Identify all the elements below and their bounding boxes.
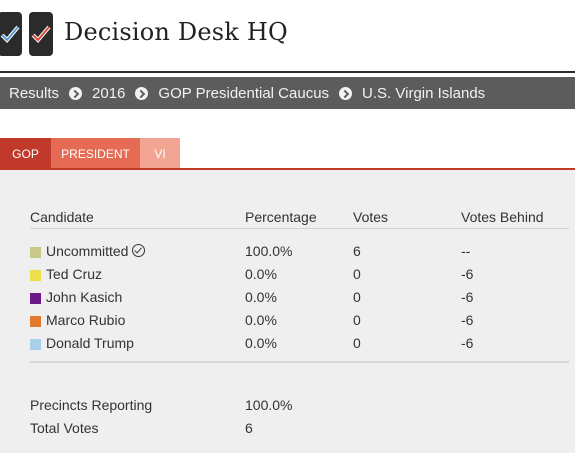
total-votes-label: Total Votes (30, 420, 99, 436)
tab-vi[interactable]: VI (140, 138, 180, 169)
candidate-name: Donald Trump (46, 335, 134, 351)
breadcrumb-race[interactable]: GOP Presidential Caucus (158, 84, 330, 102)
total-votes-value: 6 (245, 420, 253, 436)
candidate-votes: 0 (353, 266, 361, 282)
candidate-percentage: 0.0% (245, 289, 277, 305)
table-row: Donald Trump 0.0% 0 -6 (0, 335, 575, 355)
column-header-votes-behind: Votes Behind (461, 209, 544, 225)
candidate-name: Marco Rubio (46, 312, 126, 328)
candidate-name: Ted Cruz (46, 266, 103, 282)
tab-gop[interactable]: GOP (0, 138, 51, 169)
site-logo[interactable] (0, 12, 56, 56)
candidate-color-swatch (30, 339, 41, 350)
candidate-votes-behind: -6 (461, 312, 474, 328)
tab-underline (0, 168, 575, 170)
checkmark-blue-icon (0, 12, 22, 56)
site-header: Decision Desk HQ (0, 0, 575, 70)
total-votes-row: Total Votes 6 (0, 420, 575, 440)
candidate-color-swatch (30, 293, 41, 304)
candidate-votes-behind: -6 (461, 335, 474, 351)
candidate-color-swatch (30, 270, 41, 281)
candidate-votes: 0 (353, 335, 361, 351)
table-row: Uncommitted 100.0% 6 -- (0, 243, 575, 263)
candidate-name: Uncommitted (46, 243, 129, 259)
race-tabs: GOP PRESIDENT VI (0, 138, 180, 169)
candidate-votes: 0 (353, 312, 361, 328)
header-divider (30, 228, 569, 229)
candidate-name: John Kasich (46, 289, 123, 305)
results-panel: Candidate Percentage Votes Votes Behind … (0, 170, 575, 453)
checkmark-red-icon (29, 12, 53, 56)
table-row: Ted Cruz 0.0% 0 -6 (0, 266, 575, 286)
candidate-percentage: 0.0% (245, 312, 277, 328)
precincts-reporting-row: Precincts Reporting 100.0% (0, 397, 575, 417)
candidate-votes-behind: -- (461, 243, 471, 259)
candidate-percentage: 0.0% (245, 335, 277, 351)
tab-president[interactable]: PRESIDENT (51, 138, 140, 169)
table-row: John Kasich 0.0% 0 -6 (0, 289, 575, 309)
site-title[interactable]: Decision Desk HQ (64, 18, 288, 46)
header-divider (0, 71, 575, 73)
candidate-color-swatch (30, 316, 41, 327)
precincts-reporting-label: Precincts Reporting (30, 397, 153, 413)
table-row: Marco Rubio 0.0% 0 -6 (0, 312, 575, 332)
chevron-circle-right-icon (339, 86, 353, 100)
candidate-votes-behind: -6 (461, 289, 474, 305)
chevron-circle-right-icon (135, 86, 149, 100)
column-header-percentage: Percentage (245, 209, 317, 225)
candidate-votes: 0 (353, 289, 361, 305)
breadcrumb-state[interactable]: U.S. Virgin Islands (362, 84, 486, 102)
candidate-votes-behind: -6 (461, 266, 474, 282)
candidate-votes: 6 (353, 243, 361, 259)
winner-check-icon (132, 244, 146, 257)
table-divider (30, 361, 569, 363)
candidate-color-swatch (30, 247, 41, 258)
candidate-percentage: 100.0% (245, 243, 293, 259)
breadcrumb-year[interactable]: 2016 (92, 84, 126, 102)
column-header-votes: Votes (353, 209, 389, 225)
breadcrumb: Results 2016 GOP Presidential Caucus U.S… (0, 77, 575, 109)
candidate-percentage: 0.0% (245, 266, 277, 282)
column-header-candidate: Candidate (30, 209, 94, 225)
breadcrumb-results[interactable]: Results (9, 84, 60, 102)
precincts-reporting-value: 100.0% (245, 397, 293, 413)
chevron-circle-right-icon (69, 86, 83, 100)
